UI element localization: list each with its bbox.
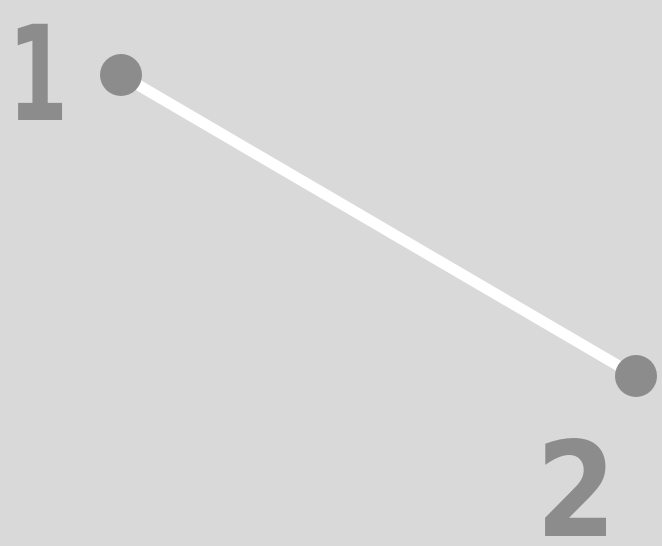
- point-2-marker: [615, 355, 657, 397]
- point-2-label: 2: [536, 414, 616, 546]
- connecting-line: [115, 69, 642, 382]
- point-1-marker: [100, 54, 142, 96]
- point-1-label: 1: [8, 0, 68, 152]
